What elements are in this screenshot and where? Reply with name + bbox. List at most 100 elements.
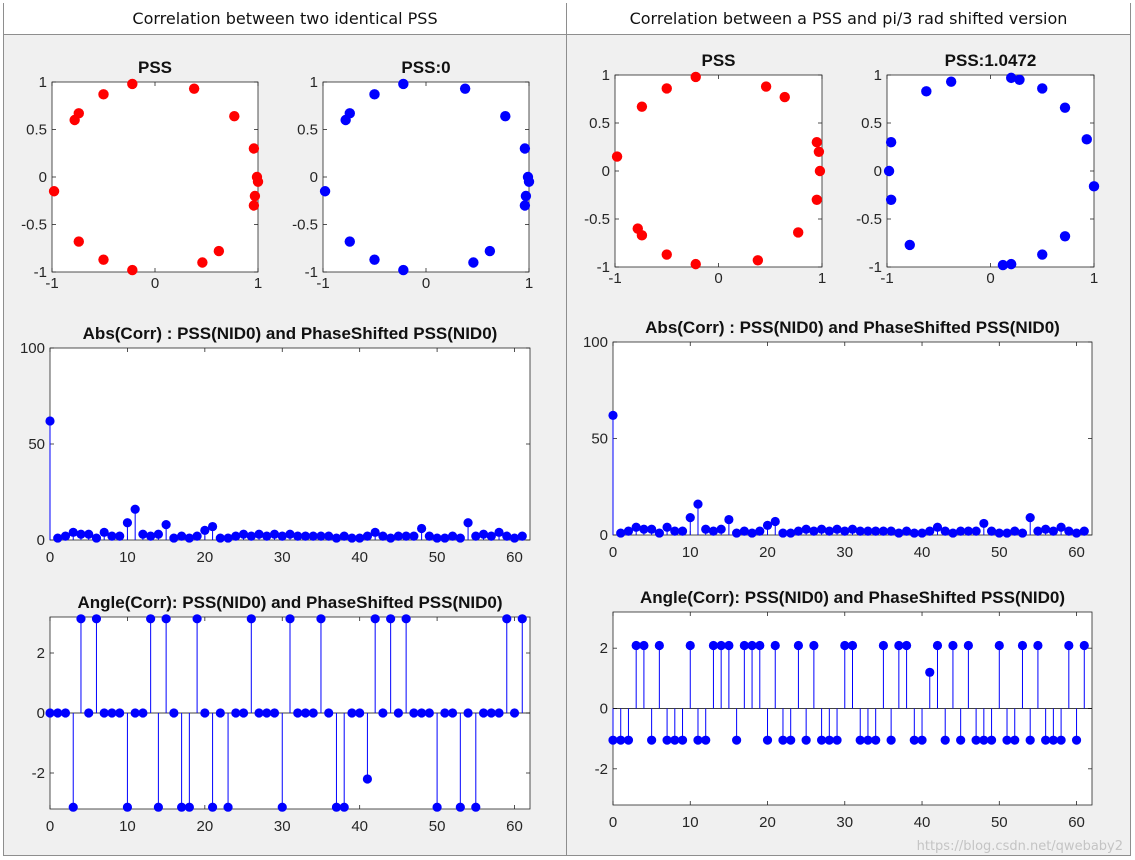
stem-marker [378,531,388,541]
x-tick-label: 30 [836,814,853,831]
y-tick-label: 0.5 [297,122,318,139]
y-tick-label: 0 [37,705,45,722]
stem-marker [631,640,641,651]
left-column-header: Correlation between two identical PSS [4,3,566,35]
stem-marker [308,708,318,718]
stem-marker [424,708,434,718]
stem-marker [130,504,140,514]
x-tick-label: 1 [525,275,533,292]
x-tick-label: 60 [506,549,523,566]
chart-3: 0 10 20 30 40 50 60 -2 0 2 Angle(Corr): PSS(NID0) … [32,593,531,835]
y-tick-label: 0.5 [26,122,47,139]
stem-marker [901,526,912,536]
stem-marker [509,708,520,718]
x-tick-label: 30 [836,544,853,561]
stem-marker [894,528,904,538]
y-tick-label: 2 [37,645,45,662]
stem-marker [708,640,719,651]
stem-marker [948,640,958,651]
scatter-point [883,165,895,177]
scatter-point [1059,231,1071,242]
scatter-point [1081,134,1092,145]
y-tick-label: -0.5 [292,217,318,234]
stem-marker [1002,528,1012,538]
stem-marker [847,640,858,651]
stem-marker [1071,735,1082,745]
stem-marker [863,526,873,536]
chart-7: 0 10 20 30 40 50 60 -2 0 2 Angle(Corr): PSS(NID0) … [595,588,1093,831]
x-tick-label: 10 [119,549,136,566]
stem-marker [192,531,202,541]
stem-marker [824,526,834,536]
stem-marker [331,802,342,812]
x-tick-label: 1 [1090,270,1098,287]
stem-marker [200,708,210,718]
scatter-point [760,81,772,92]
y-tick-label: 1 [602,67,610,84]
stem-marker [107,708,117,718]
stem-marker [701,524,711,534]
stem-marker [631,522,641,532]
stem-marker [963,526,973,536]
x-tick-label: 20 [759,814,776,831]
stem-marker [393,531,403,541]
scatter-point [197,257,208,268]
scatter-point [249,190,261,202]
stem-marker [608,410,618,420]
stem-marker [355,708,365,718]
stem-marker [747,640,757,651]
stem-marker [91,533,102,543]
stem-marker [732,735,742,745]
stem-marker [200,525,210,536]
y-tick-label: 0 [600,527,608,544]
y-tick-label: 50 [591,431,608,448]
stem-marker [1041,524,1051,534]
scatter-point [636,101,648,112]
stem-marker [716,640,726,651]
stem-marker [979,518,989,529]
stem-marker [68,802,78,812]
stem-marker [1025,513,1035,523]
stem-marker [1010,735,1020,745]
stem-marker [316,531,326,541]
stem-marker [517,614,527,624]
stem-marker [107,531,117,541]
stem-marker [724,514,734,525]
stem-marker [478,529,489,539]
axes-box [886,74,1095,268]
stem-marker [115,708,125,718]
stem-marker [246,614,256,624]
stem-marker [909,735,919,745]
stem-marker [347,708,357,718]
stem-marker [979,735,989,745]
x-tick-label: 30 [274,549,291,566]
stem-marker [502,531,512,541]
scatter-point [398,264,409,276]
stem-marker [331,533,342,543]
stem-marker [262,531,272,541]
y-tick-label: 1 [39,74,47,91]
stem-marker [623,526,634,536]
y-tick-label: 1 [874,67,882,84]
scatter-point [252,176,264,187]
scatter-point [48,186,60,197]
stem-marker [471,531,481,541]
stem-marker [192,614,202,624]
stem-marker [1041,735,1051,745]
stem-marker [809,526,819,536]
stem-marker [786,735,796,745]
stem-marker [285,529,295,539]
scatter-point [690,71,701,83]
stem-marker [948,528,958,538]
x-tick-label: 20 [196,818,213,835]
stem-marker [207,802,218,812]
x-tick-label: 40 [351,549,368,566]
stem-marker [409,708,419,718]
stem-marker [755,640,765,651]
stem-marker [770,516,780,527]
stem-marker [231,531,241,541]
stem-marker [662,735,672,745]
x-tick-label: 50 [429,549,446,566]
stem-marker [670,735,680,745]
stem-marker [793,640,804,651]
